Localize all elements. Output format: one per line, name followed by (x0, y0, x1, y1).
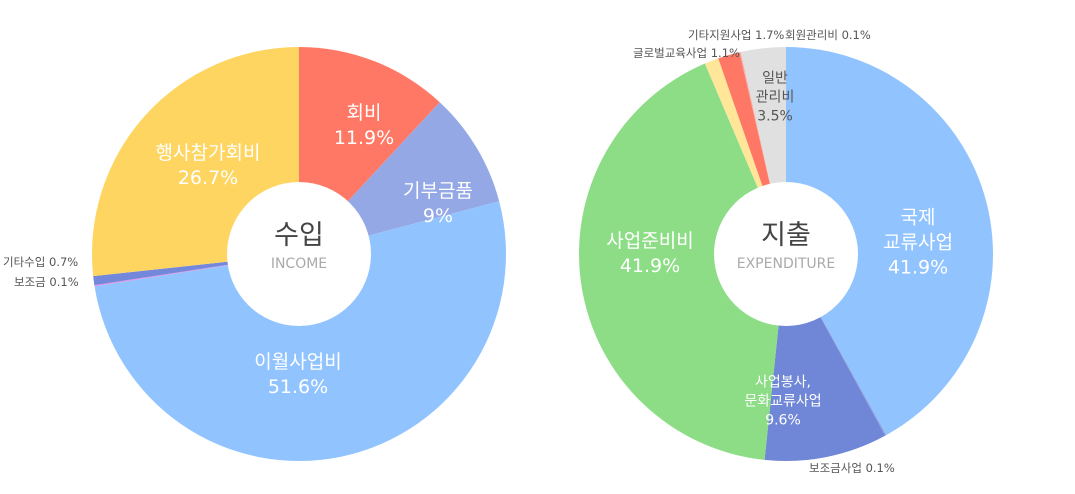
expenditure-center-title: 지출 (761, 220, 811, 251)
expenditure-center: 지출 EXPENDITURE (714, 182, 858, 326)
income-center-subtitle: INCOME (270, 256, 328, 272)
slice-label-donations: 기부금품 9% (403, 180, 473, 227)
slice-label-other-income: 기타수입 0.7% (3, 255, 79, 269)
slice-label-subsidy-project: 보조금사업 0.1% (809, 461, 895, 475)
slice-label-project-prep: 사업준비비 41.9% (606, 230, 694, 277)
slice-label-global-education: 글로벌교육사업 1.1% (633, 46, 740, 60)
slice-label-volunteer-culture: 사업봉사, 문화교류사업 9.6% (744, 374, 822, 429)
slice-label-carryover: 이월사업비 51.6% (254, 351, 342, 398)
slice-label-general-admin: 일반 관리비 3.5% (755, 70, 795, 125)
slice-label-event-fee: 행사참가회비 26.7% (155, 142, 261, 189)
expenditure-slice-3 (578, 63, 786, 460)
slice-label-other-support: 기타지원사업 1.7% (688, 28, 785, 42)
income-center-title: 수입 (274, 220, 324, 251)
slice-label-member-admin: 회원관리비 0.1% (785, 28, 871, 42)
slice-label-subsidy: 보조금 0.1% (14, 275, 79, 289)
income-slice-2 (94, 201, 506, 462)
income-center: 수입 INCOME (227, 182, 371, 326)
slice-label-international-exchange: 국제 교류사업 41.9% (883, 206, 953, 279)
expenditure-center-subtitle: EXPENDITURE (736, 256, 836, 272)
slice-label-membership-fee: 회비 11.9% (333, 102, 395, 149)
expenditure-slice-0 (786, 47, 993, 436)
